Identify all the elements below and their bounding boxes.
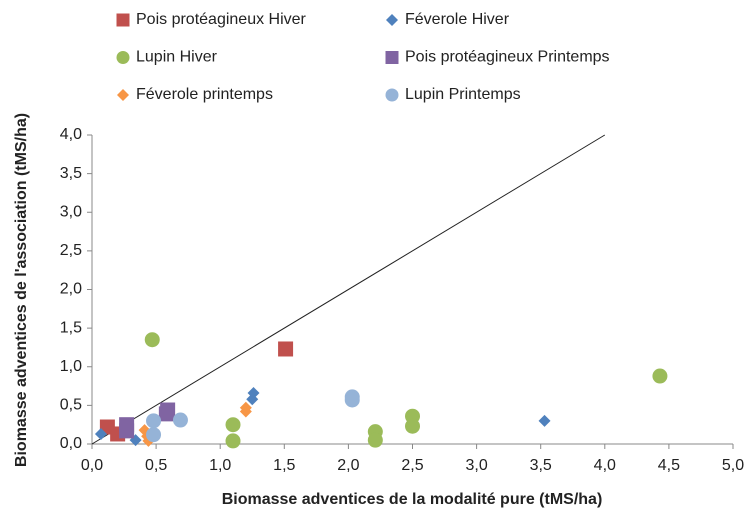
marker-square bbox=[385, 51, 399, 64]
x-tick-label: 3,0 bbox=[465, 457, 487, 474]
x-tick-label: 3,5 bbox=[530, 457, 552, 474]
marker-diamond bbox=[246, 393, 259, 406]
marker-circle bbox=[344, 392, 360, 408]
marker-circle bbox=[116, 51, 130, 64]
x-tick-label: 0,5 bbox=[145, 457, 167, 474]
marker-circle bbox=[652, 368, 668, 384]
y-tick-label: 1,0 bbox=[60, 358, 82, 375]
y-tick-label: 0,0 bbox=[60, 435, 82, 452]
legend-label: Pois protéagineux Hiver bbox=[136, 11, 307, 28]
marker-circle bbox=[144, 332, 160, 348]
y-tick-label: 2,5 bbox=[60, 242, 82, 259]
y-tick-label: 0,5 bbox=[60, 397, 82, 414]
marker-square bbox=[158, 406, 174, 422]
marker-square bbox=[116, 13, 130, 27]
marker-square bbox=[119, 423, 135, 439]
marker-diamond bbox=[538, 414, 551, 427]
y-tick-label: 3,5 bbox=[60, 165, 82, 182]
legend-label: Féverole printemps bbox=[136, 86, 273, 103]
x-tick-label: 1,0 bbox=[209, 457, 231, 474]
marker-circle bbox=[367, 432, 383, 448]
x-tick-label: 4,0 bbox=[594, 457, 616, 474]
x-axis-title: Biomasse adventices de la modalité pure … bbox=[222, 491, 603, 508]
x-tick-label: 2,0 bbox=[337, 457, 359, 474]
legend-label: Lupin Hiver bbox=[136, 49, 218, 66]
marker-circle bbox=[385, 88, 399, 102]
y-tick-label: 1,5 bbox=[60, 319, 82, 336]
y-axis-title: Biomasse adventices de l'association (tM… bbox=[13, 113, 30, 467]
marker-circle bbox=[146, 413, 162, 429]
marker-circle bbox=[225, 433, 241, 449]
x-tick-label: 1,5 bbox=[273, 457, 295, 474]
x-tick-label: 2,5 bbox=[401, 457, 423, 474]
y-tick-label: 3,0 bbox=[60, 203, 82, 220]
y-tick-label: 2,0 bbox=[60, 281, 82, 298]
marker-diamond bbox=[386, 14, 398, 26]
marker-circle bbox=[146, 427, 162, 443]
y-tick-label: 4,0 bbox=[60, 126, 82, 143]
legend-label: Féverole Hiver bbox=[405, 11, 510, 28]
legend-label: Lupin Printemps bbox=[405, 86, 521, 103]
marker-diamond bbox=[117, 89, 129, 101]
reference-line bbox=[91, 134, 606, 445]
marker-circle bbox=[225, 417, 241, 433]
marker-diamond bbox=[239, 405, 252, 418]
x-tick-label: 0,0 bbox=[81, 457, 103, 474]
marker-diamond bbox=[94, 427, 107, 440]
legend-label: Pois protéagineux Printemps bbox=[405, 49, 610, 66]
x-tick-label: 4,5 bbox=[658, 457, 680, 474]
marker-square bbox=[278, 341, 294, 357]
marker-circle bbox=[405, 418, 420, 434]
x-tick-label: 5,0 bbox=[722, 457, 744, 474]
marker-circle bbox=[172, 412, 188, 428]
